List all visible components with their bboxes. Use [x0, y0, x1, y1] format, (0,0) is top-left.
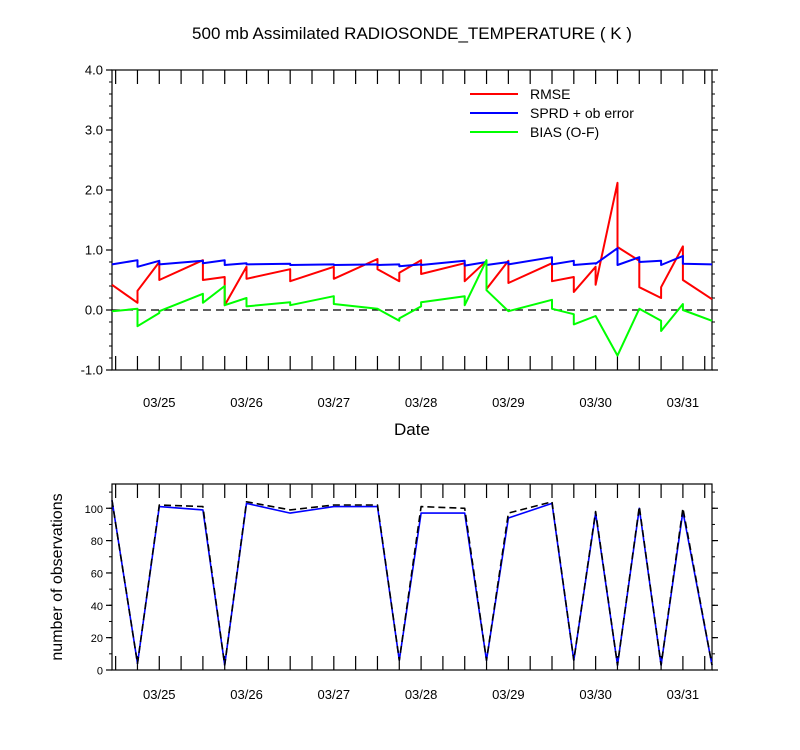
top-y-tick-label: -1.0: [81, 363, 103, 378]
bottom-x-tick-label: 03/26: [230, 687, 263, 702]
bottom-plot-frame: [111, 483, 713, 671]
x-axis-label: Date: [394, 420, 430, 439]
top-series-bias-o-f: [111, 259, 713, 357]
top-x-tick-label: 03/31: [667, 395, 700, 410]
top-panel: 03/25 03/26 03/27 03/28 03/29 03/30 03/31 4.0 3.…: [81, 63, 718, 410]
top-x-tick-label: 03/26: [230, 395, 263, 410]
bottom-series-total: [111, 500, 713, 666]
chart-title: 500 mb Assimilated RADIOSONDE_TEMPERATUR…: [192, 24, 632, 43]
bottom-x-tick-label: 03/31: [667, 687, 700, 702]
bottom-series-used: [111, 500, 713, 666]
bottom-y-tick-label: 100: [85, 504, 103, 516]
y-axis-label-observations: number of observations: [49, 493, 66, 660]
bottom-x-tick-label: 03/30: [579, 687, 612, 702]
top-x-tick-label: 03/28: [405, 395, 438, 410]
bottom-x-tick-label: 03/29: [492, 687, 525, 702]
bottom-x-tick-label: 03/25: [143, 687, 176, 702]
top-series-rmse: [111, 181, 713, 307]
bottom-panel: 03/25 03/26 03/27 03/28 03/29 03/30 03/31 100 80…: [85, 483, 718, 702]
top-y-tick-label: 3.0: [85, 123, 103, 138]
bottom-y-tick-label: 80: [91, 536, 103, 548]
top-x-tick-label: 03/30: [579, 395, 612, 410]
bottom-y-tick-label: 0: [97, 666, 103, 678]
top-y-tick-label: 0.0: [85, 303, 103, 318]
top-x-tick-label: 03/27: [318, 395, 351, 410]
top-plot-frame: [111, 69, 713, 371]
top-series-sprd-ob-error: [111, 247, 713, 268]
top-y-tick-label: 2.0: [85, 183, 103, 198]
top-y-tick-label: 1.0: [85, 243, 103, 258]
bottom-x-tick-label: 03/28: [405, 687, 438, 702]
top-x-tick-label: 03/29: [492, 395, 525, 410]
top-x-tick-label: 03/25: [143, 395, 176, 410]
legend-label: BIAS (O-F): [530, 124, 599, 140]
bottom-y-tick-label: 40: [91, 601, 103, 613]
legend-label: RMSE: [530, 86, 570, 102]
bottom-y-tick-label: 60: [91, 568, 103, 580]
legend-label: SPRD + ob error: [530, 105, 634, 121]
bottom-y-tick-label: 20: [91, 633, 103, 645]
top-y-tick-label: 4.0: [85, 63, 103, 78]
bottom-x-tick-label: 03/27: [318, 687, 351, 702]
